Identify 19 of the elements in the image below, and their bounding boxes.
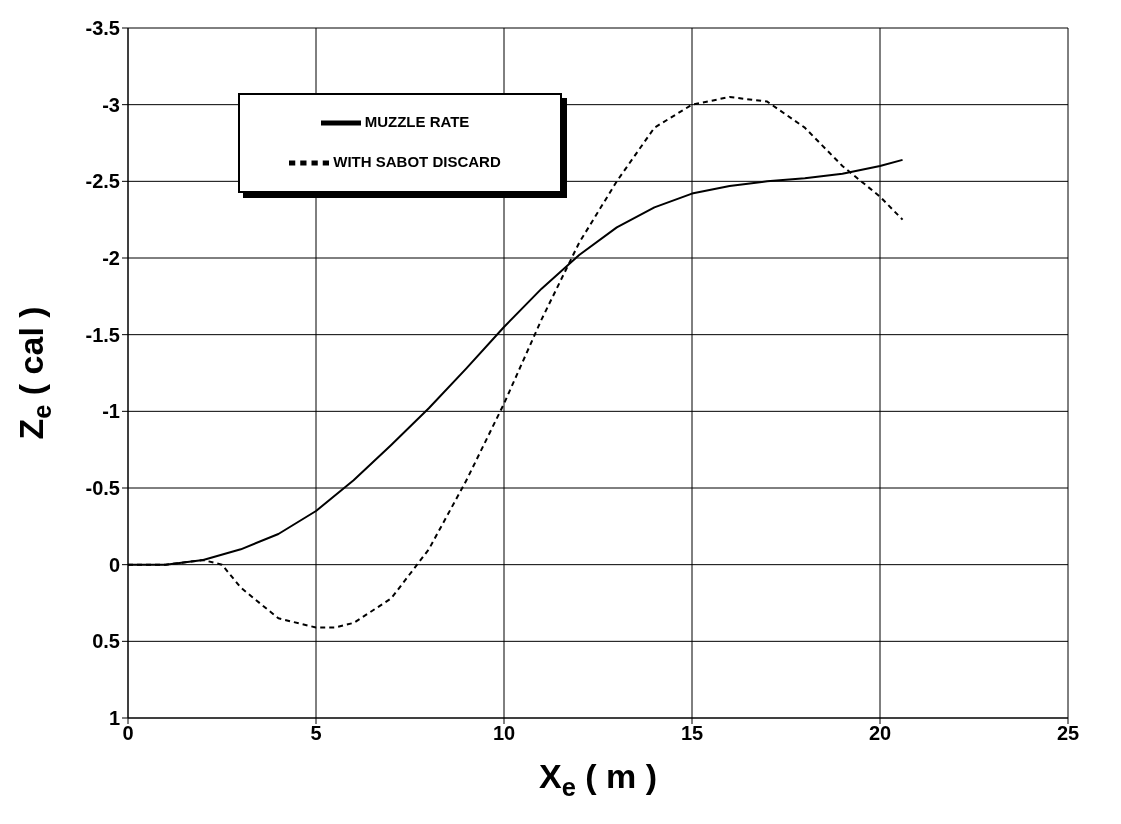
x-tick-label: 0 xyxy=(122,722,134,745)
y-tick-label: -1.5 xyxy=(85,323,120,346)
y-tick-label: 0 xyxy=(108,553,120,576)
y-tick-label: -2.5 xyxy=(85,170,120,193)
x-tick-label: 20 xyxy=(868,722,892,745)
y-tick-label: -0.5 xyxy=(85,477,120,500)
legend-label: MUZZLE RATE xyxy=(364,112,470,130)
x-axis-title: X$_{e}$ ( m ) xyxy=(538,757,658,801)
x-tick-label: 5 xyxy=(310,722,322,745)
y-tick-label: 1 xyxy=(108,707,120,730)
y-tick-label: 0.5 xyxy=(92,630,120,653)
y-tick-label: -1 xyxy=(102,400,120,423)
x-tick-label: 15 xyxy=(680,722,704,745)
y-tick-label: -2 xyxy=(102,247,120,270)
y-tick-label: -3 xyxy=(102,93,120,116)
y-tick-label: -3.5 xyxy=(85,17,120,40)
x-tick-label: 10 xyxy=(492,722,516,745)
legend-label: WITH SABOT DISCARD xyxy=(333,152,501,170)
x-tick-label: 25 xyxy=(1056,722,1080,745)
